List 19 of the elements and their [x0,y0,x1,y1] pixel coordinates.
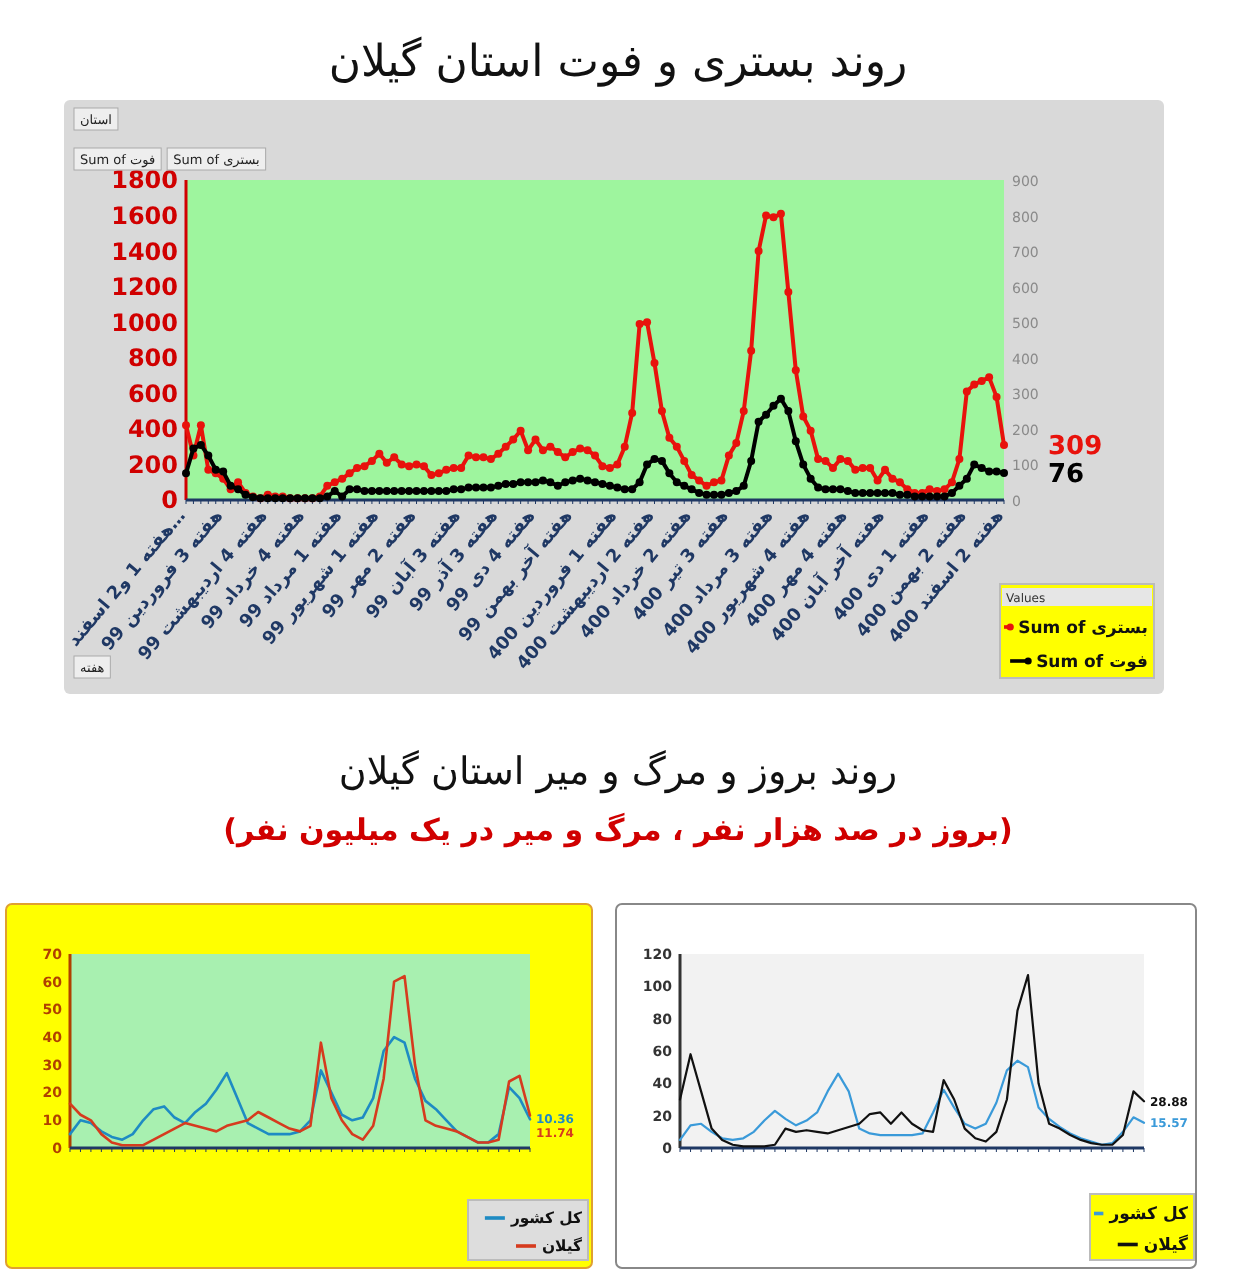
legend-label: Sum of بستری [1018,618,1148,639]
legend-label: گیلان [1143,1234,1189,1257]
text: روند بروز و مرگ و میر استان گیلان [338,748,898,794]
text: (بروز در صد هزار نفر ، مرگ و میر در یک میلیون نفر) [223,812,1013,848]
y-tick-label: 200 [127,450,178,479]
data-label: 309 [1048,432,1103,463]
y-tick-label: 1200 [111,273,178,302]
y-tick-label: 800 [127,344,178,373]
y-tick-label: 1000 [111,308,178,337]
y-tick-label: 0 [161,486,178,515]
y-tick-label: 1400 [111,237,178,266]
y-tick-label: 1800 [111,166,178,195]
data-label: 76 [1048,460,1085,491]
y-tick-label: 600 [127,379,178,408]
chart-title: روند بستری و فوت استان گیلان [328,36,908,88]
y-tick-label: 1600 [111,201,178,230]
legend-label: کل کشور [1107,1205,1189,1226]
legend-label: Sum of فوت [1036,652,1148,673]
y-tick-label: 400 [127,415,178,444]
